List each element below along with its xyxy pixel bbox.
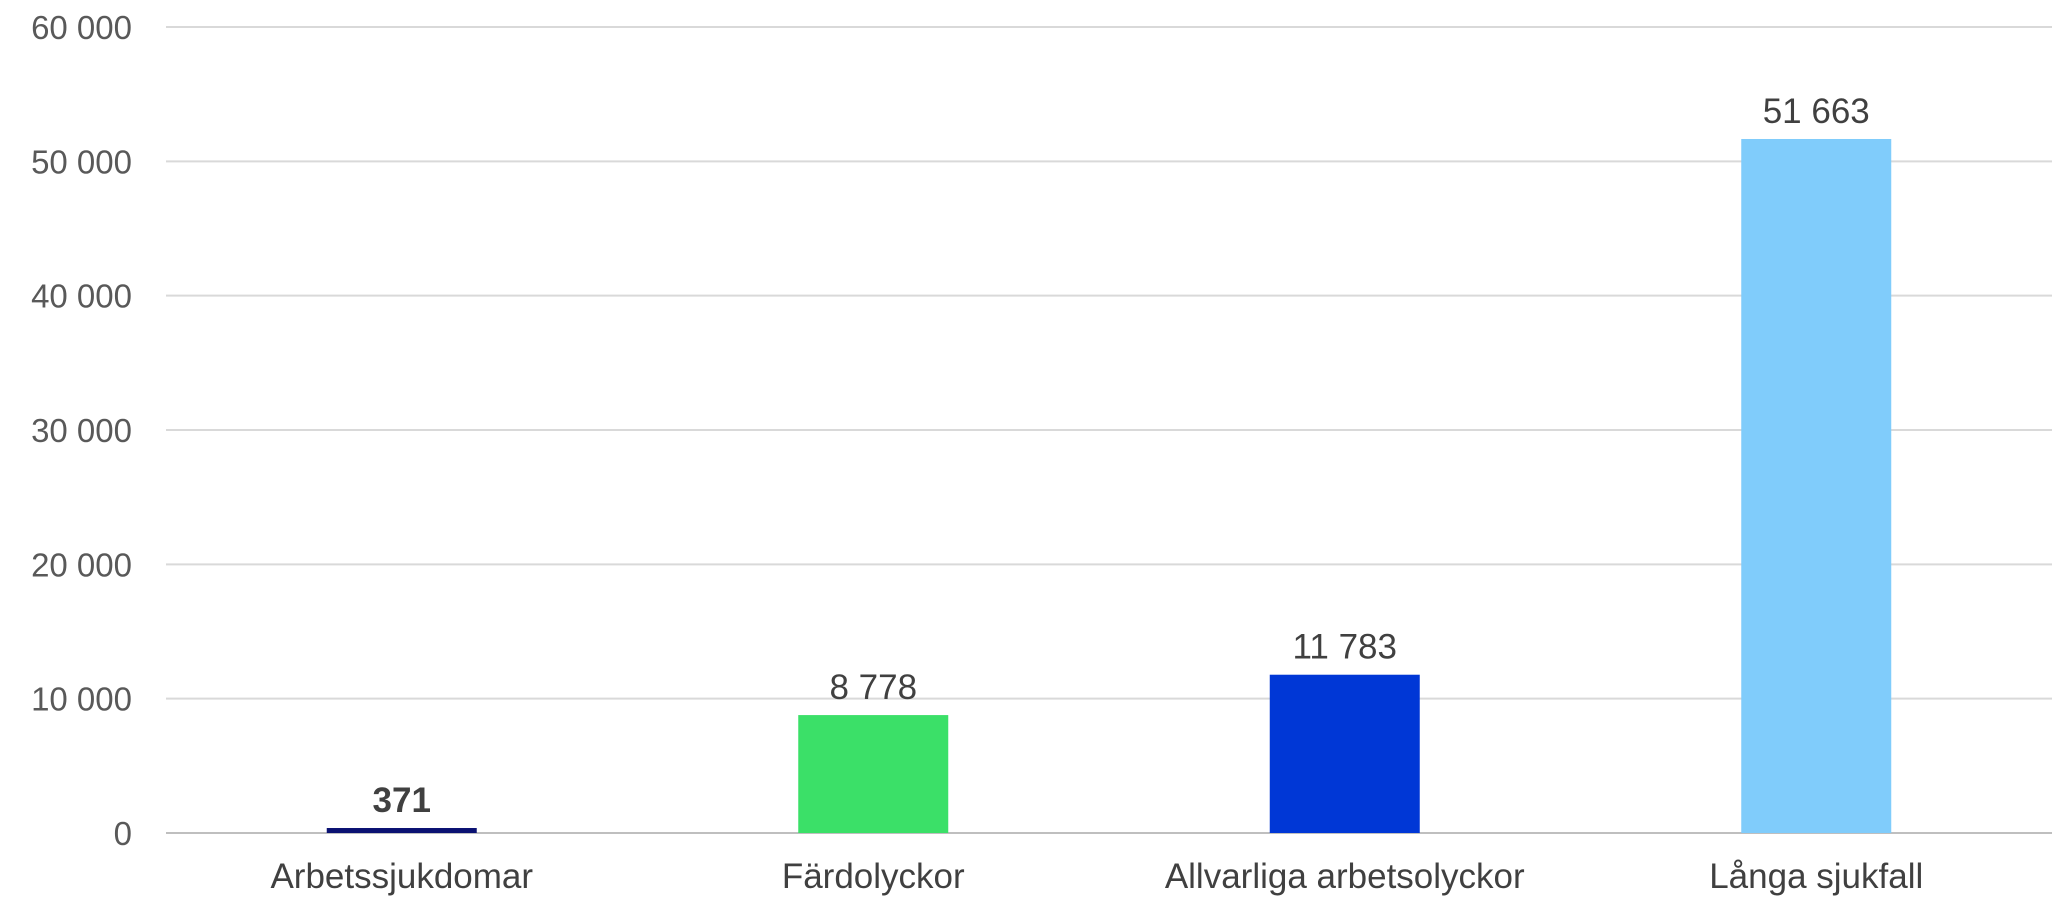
- data-label: 51 663: [1763, 92, 1870, 131]
- data-label: 371: [373, 781, 431, 820]
- gridlines: [166, 26, 2052, 834]
- x-category-label: Arbetssjukdomar: [270, 857, 533, 896]
- y-tick-label: 10 000: [31, 681, 132, 718]
- bar: [326, 828, 477, 833]
- y-tick-label: 20 000: [31, 546, 132, 583]
- bar: [1741, 138, 1892, 833]
- x-category-label: Långa sjukfall: [1709, 857, 1923, 896]
- x-axis: Arbetssjukdomar Färdolyckor Allvarliga arb…: [270, 857, 1923, 896]
- y-axis: 0 10 000 20 000 30 000 40 000 50 000 60 000: [31, 9, 132, 852]
- bar: [798, 715, 949, 833]
- y-tick-label: 50 000: [31, 143, 132, 180]
- x-category-label: Färdolyckor: [782, 857, 965, 896]
- y-tick-label: 30 000: [31, 412, 132, 449]
- data-label: 11 783: [1293, 628, 1397, 667]
- bar: [1269, 674, 1420, 833]
- x-category-label: Allvarliga arbetsolyckor: [1165, 857, 1525, 896]
- y-tick-label: 40 000: [31, 278, 132, 315]
- data-labels: 371 8 778 11 783 51 663: [373, 92, 1870, 820]
- bars: [326, 138, 1892, 833]
- data-label: 8 778: [829, 668, 917, 707]
- y-tick-label: 0: [114, 815, 132, 852]
- y-tick-label: 60 000: [31, 9, 132, 46]
